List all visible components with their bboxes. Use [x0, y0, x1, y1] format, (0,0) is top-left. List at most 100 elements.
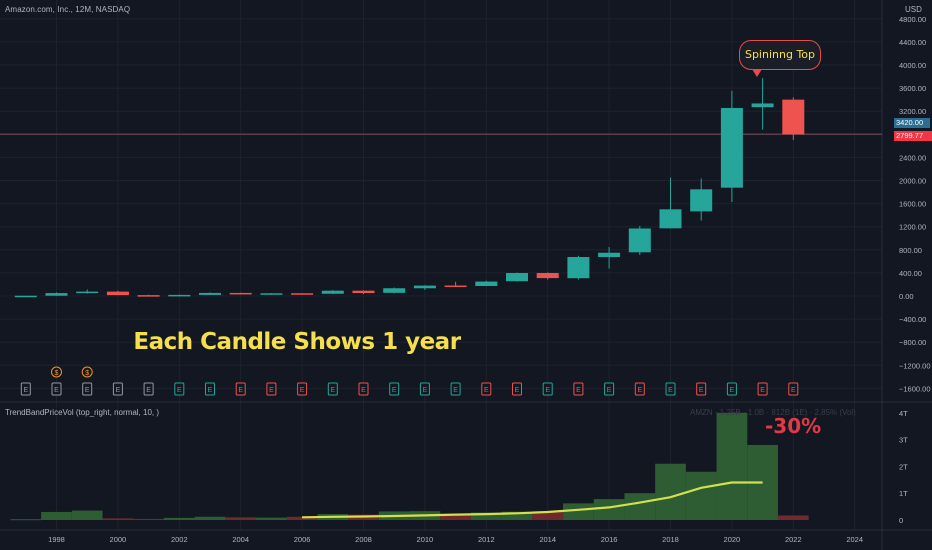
indicator-name[interactable]: TrendBandPriceVol (top_right, normal, 10…	[5, 408, 160, 417]
earnings-marker	[389, 382, 400, 396]
price-tick-label: 2000.00	[899, 177, 926, 186]
volume-tick-label: 4T	[899, 409, 908, 418]
candle-body	[598, 252, 621, 258]
volume-bar	[194, 516, 226, 520]
time-tick-label: 2008	[355, 535, 372, 544]
candle-body	[199, 292, 221, 295]
price-tick-label: 4400.00	[899, 38, 926, 47]
volume-bar	[593, 499, 625, 520]
earnings-marker-letter: E	[269, 387, 274, 394]
volume-bar	[655, 463, 686, 520]
time-axis: 1998 2000 2002 2004 2006 2008 2010 2012 2014 2016…	[48, 535, 863, 544]
candle-body	[383, 288, 406, 293]
earnings-marker-letter: E	[699, 387, 704, 394]
earnings-marker	[82, 382, 93, 396]
earnings-marker-letter: E	[545, 387, 550, 394]
volume-tick-label: 2T	[899, 462, 908, 471]
price-tick-label: −800.00	[899, 338, 926, 347]
candles	[14, 78, 805, 298]
earnings-marker-letter: E	[361, 387, 366, 394]
last-price-tag: 2799.77	[894, 131, 932, 141]
time-tick-label: 2010	[417, 535, 434, 544]
volume-bar	[256, 517, 287, 520]
earnings-marker-letter: E	[146, 387, 151, 394]
earnings-marker	[266, 382, 277, 396]
earnings-marker-letter: E	[54, 387, 59, 394]
earnings-marker-letter: E	[453, 387, 458, 394]
candle-body	[782, 99, 805, 135]
candle-body	[567, 257, 590, 279]
time-tick-label: 2002	[171, 535, 188, 544]
earnings-marker	[358, 382, 369, 396]
earnings-marker	[143, 382, 154, 396]
earnings-marker	[112, 382, 123, 396]
earnings-marker-letter: E	[238, 387, 243, 394]
candle-body	[659, 209, 682, 229]
candle-body	[352, 290, 375, 294]
time-tick-label: 2020	[724, 535, 741, 544]
earnings-marker-letter: E	[177, 387, 182, 394]
headline-text: Each Candle Shows 1 year	[133, 329, 461, 355]
candle-body	[76, 291, 99, 294]
candle-body	[291, 293, 314, 295]
earnings-marker-letter: E	[791, 387, 796, 394]
earnings-marker	[696, 382, 707, 396]
earnings-marker-letter: E	[637, 387, 642, 394]
price-tick-label: 1600.00	[899, 200, 926, 209]
candle-body	[444, 285, 467, 288]
candle-body	[45, 293, 68, 296]
candle-body	[690, 189, 713, 212]
earnings-marker	[450, 382, 461, 396]
high-price-tag: 3420.00	[894, 118, 930, 128]
earnings-marker	[757, 382, 768, 396]
earnings-marker-letter: E	[668, 387, 673, 394]
earnings-marker-letter: E	[23, 387, 28, 394]
earnings-marker-letter: E	[576, 387, 581, 394]
price-tick-label: 3200.00	[899, 107, 926, 116]
earnings-marker-letter: E	[300, 387, 305, 394]
earnings-marker-letter: E	[760, 387, 765, 394]
drop-annotation: -30%	[765, 414, 822, 438]
price-axis: 4800.004400.004000.003600.003200.002800.…	[899, 15, 931, 394]
volume-bar	[532, 511, 564, 520]
candle-body	[168, 294, 191, 297]
earnings-marker-letter: E	[116, 387, 121, 394]
volume-bar	[777, 515, 809, 520]
earnings-marker	[174, 382, 185, 396]
volume-tick-label: 0	[899, 516, 903, 525]
earnings-marker	[327, 382, 338, 396]
earnings-marker-letter: E	[607, 387, 612, 394]
volume-bar	[163, 517, 195, 520]
price-tick-label: 4000.00	[899, 61, 926, 70]
candle-body	[628, 228, 651, 253]
price-tick-label: 4800.00	[899, 15, 926, 24]
earnings-marker	[481, 382, 492, 396]
candle-body	[751, 103, 774, 108]
candle-body	[536, 273, 559, 279]
volume-bar	[501, 511, 533, 520]
earnings-marker	[634, 382, 645, 396]
earnings-marker	[604, 382, 615, 396]
candle-body	[413, 285, 436, 289]
time-tick-label: 2014	[539, 535, 556, 544]
volume-bar	[624, 493, 656, 520]
earnings-marker	[419, 382, 430, 396]
earnings-marker	[512, 382, 522, 396]
volume-bar	[286, 516, 318, 520]
volume-bar	[563, 503, 594, 520]
earnings-marker	[20, 382, 31, 396]
spinning-top-callout: Spininng Top	[739, 40, 821, 70]
volume-bar	[716, 412, 748, 520]
dividend-marker	[81, 366, 93, 378]
volume-bar	[685, 471, 717, 520]
callout-pointer	[752, 69, 762, 77]
price-tick-label: 0.00	[899, 292, 914, 301]
dividend-marker	[51, 366, 62, 378]
earnings-marker-letter: E	[330, 387, 335, 394]
earnings-marker	[542, 382, 553, 396]
volume-bar	[225, 517, 257, 520]
earnings-marker-letter: E	[484, 387, 489, 394]
earnings-marker	[51, 382, 62, 396]
candle-body	[137, 295, 160, 297]
